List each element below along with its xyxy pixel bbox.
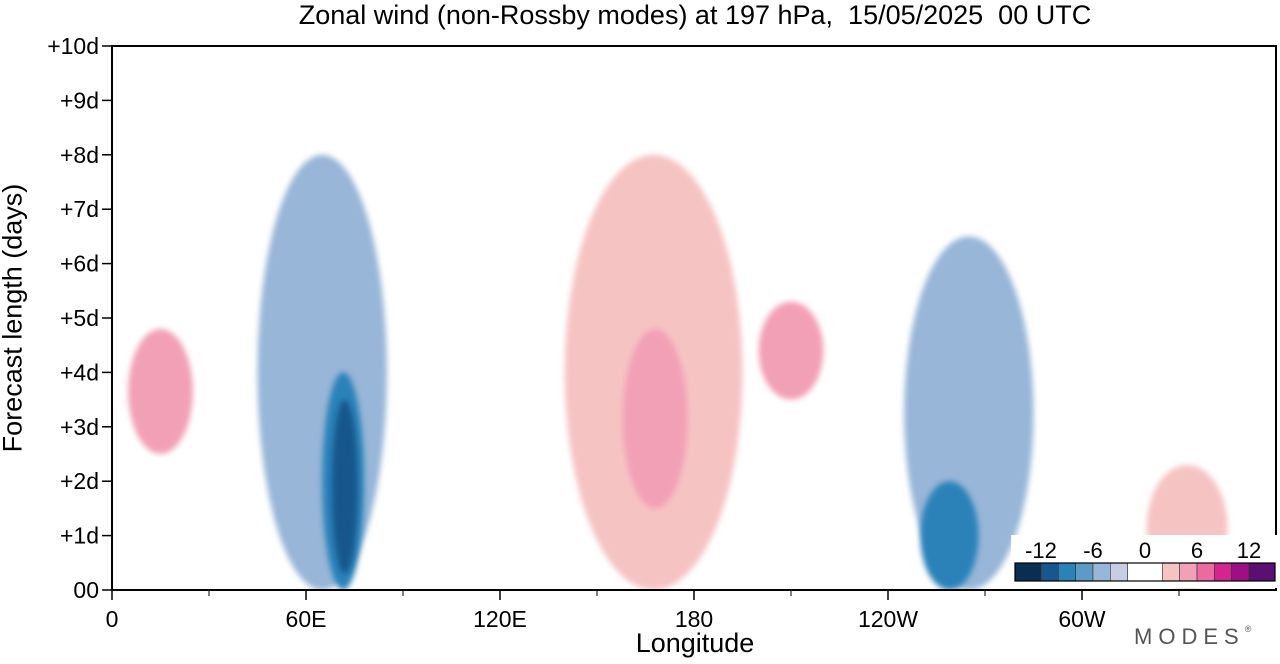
y-tick-label: +4d (60, 359, 99, 385)
contour-region-westerly-6 (128, 328, 193, 454)
x-tick-label: 180 (675, 606, 713, 632)
colorbar-swatch (1127, 562, 1163, 582)
colorbar-tick-label: -6 (1083, 538, 1103, 563)
y-tick-label: +6d (60, 251, 99, 277)
colorbar-swatch (1075, 562, 1094, 582)
x-tick-label: 0 (106, 606, 119, 632)
contour-region-westerly-5 (758, 301, 824, 400)
y-tick-label: +1d (60, 523, 99, 549)
x-tick-label: 120E (473, 606, 527, 632)
x-tick-label: 60E (286, 606, 327, 632)
colorbar-swatch (1196, 562, 1215, 582)
y-tick-label: +7d (60, 196, 99, 222)
colorbar-frame (1014, 562, 1276, 582)
x-tick-label: 60W (1058, 606, 1106, 632)
y-tick-label: 00 (73, 577, 99, 603)
y-tick-label: +3d (60, 414, 99, 440)
colorbar-swatch (1040, 562, 1059, 582)
colorbar-swatch (1092, 562, 1111, 582)
colorbar-swatch (1058, 562, 1076, 582)
colorbar-swatch (1162, 562, 1180, 582)
x-tick-label: 120W (858, 606, 918, 632)
y-axis-label: Forecast length (days) (0, 183, 28, 453)
colorbar-swatch (1231, 562, 1250, 582)
modes-logo: MODES® (1134, 624, 1252, 649)
contour-region-easterly-9 (331, 399, 358, 574)
colorbar-tick-label: 6 (1191, 538, 1203, 563)
contour-region-easterly-8 (920, 481, 979, 590)
contour-region-easterly-2 (257, 154, 387, 590)
colorbar: -12 -6 0 6 12 (1011, 535, 1277, 588)
y-tick-label: +2d (60, 468, 99, 494)
chart-title: Zonal wind (non-Rossby modes) at 197 hPa… (298, 0, 1092, 30)
colorbar-tick-label: 0 (1139, 538, 1151, 563)
colorbar-swatch (1214, 562, 1232, 582)
y-axis: 00 +1d +2d +3d +4d +5d +6d +7d +8d +9d +10d (47, 33, 112, 603)
x-axis-label: Longitude (635, 628, 755, 658)
x-axis: 0 60E 120E 180 120W 60W (106, 590, 1180, 632)
colorbar-swatch (1179, 562, 1198, 582)
y-tick-label: +10d (47, 33, 99, 59)
contour-field (128, 154, 1228, 590)
colorbar-swatch (1110, 562, 1128, 582)
colorbar-swatch (1014, 562, 1042, 582)
y-tick-label: +8d (60, 142, 99, 168)
colorbar-swatch (1248, 562, 1276, 582)
colorbar-tick-label: 12 (1237, 538, 1261, 563)
y-tick-label: +9d (60, 87, 99, 113)
colorbar-tick-label: -12 (1025, 538, 1057, 563)
y-tick-label: +5d (60, 305, 99, 331)
contour-region-westerly-4 (622, 328, 688, 509)
